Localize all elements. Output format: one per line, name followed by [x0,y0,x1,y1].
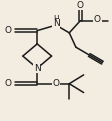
Text: O: O [53,79,59,88]
Text: H: H [53,15,59,24]
Text: N: N [34,64,41,73]
Text: N: N [53,19,59,28]
Text: O: O [77,1,84,10]
Text: O: O [5,79,12,88]
Text: O: O [94,15,101,23]
Text: O: O [5,26,12,35]
